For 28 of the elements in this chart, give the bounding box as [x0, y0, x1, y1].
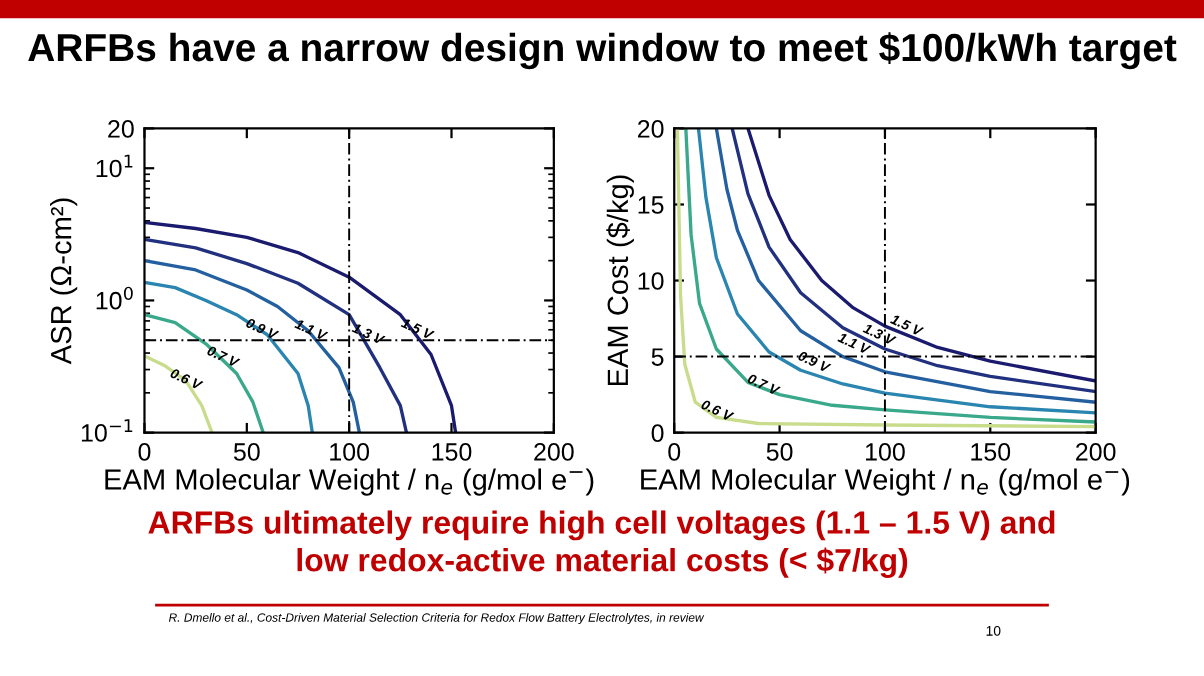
text: ARFBs ultimately require high cell voltages (1.1 – 1.5 V) and low redox-active material costs (< $7/kg) [148, 510, 1055, 578]
line-series [144, 280, 314, 433]
x-tick-label: 0 [138, 443, 151, 461]
x-tick-label: 50 [766, 443, 793, 461]
y-tick-label: 10 [638, 272, 664, 290]
y-tick-label: 10$^{0}$ [96, 286, 133, 310]
y-tick-label: 15 [638, 196, 664, 214]
y-axis-title: EAM Cost ($/kg) [606, 175, 634, 386]
chart-title: ARFBs have a narrow design window to meet $100/kWh target [28, 32, 1177, 70]
y-tick-label: 20 [108, 120, 134, 138]
line-series [144, 220, 458, 433]
x-tick-label: 200 [534, 443, 574, 461]
y-tick-label: 5 [651, 348, 664, 366]
x-axis-title: EAM Molecular Weight / n$_{e}$ (g/mol e$^{−}$) [105, 468, 594, 496]
x-tick-label: 50 [233, 443, 260, 461]
x-axis-title: EAM Molecular Weight / n$_{e}$ (g/mol e$^{−}$) [641, 468, 1130, 496]
x-tick-label: 100 [330, 443, 370, 461]
x-tick-label: 150 [432, 443, 472, 461]
x-tick-label: 100 [865, 443, 905, 461]
y-tick-label: 20 [637, 120, 664, 138]
x-tick-label: 0 [668, 443, 681, 461]
x-tick-label: 200 [1076, 443, 1116, 461]
x-tick-label: 150 [971, 443, 1011, 461]
line-series [144, 313, 265, 433]
y-tick-label: 0 [651, 424, 664, 442]
y-tick-label: 10$^{−1}$ [81, 419, 133, 442]
y-tick-label: 10$^{1}$ [96, 154, 133, 178]
y-axis-title: ASR (Ω-cm²) [50, 198, 78, 365]
